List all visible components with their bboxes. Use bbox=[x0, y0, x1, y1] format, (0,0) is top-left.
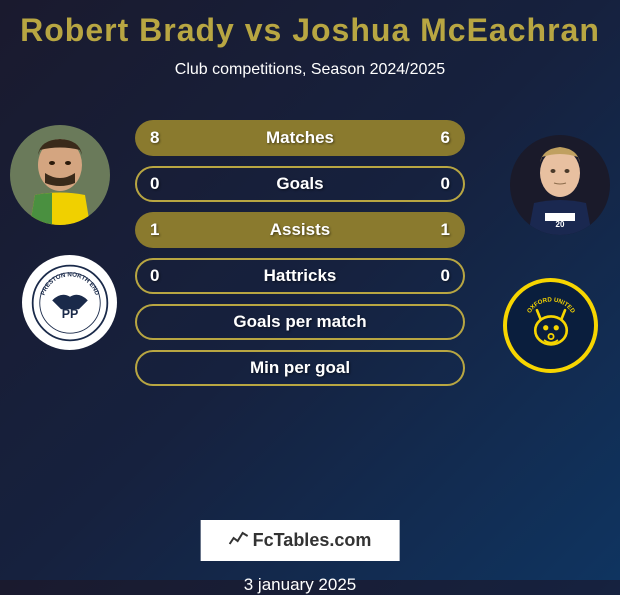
stat-value-right: 1 bbox=[441, 220, 450, 240]
player-right-photo: 20 bbox=[510, 135, 610, 235]
player-left-photo bbox=[10, 125, 110, 225]
stat-value-left: 1 bbox=[150, 220, 159, 240]
club-right-logo: OXFORD UNITED bbox=[503, 278, 598, 373]
club-left-logo: PRESTON NORTH END PP bbox=[22, 255, 117, 350]
stat-row-min-per-goal: Min per goal bbox=[135, 350, 465, 386]
stat-value-left: 0 bbox=[150, 266, 159, 286]
club-badge-icon: OXFORD UNITED bbox=[516, 291, 586, 361]
season-subtitle: Club competitions, Season 2024/2025 bbox=[0, 61, 620, 79]
stat-label: Goals per match bbox=[233, 312, 366, 332]
stat-label: Hattricks bbox=[264, 266, 337, 286]
stat-value-right: 0 bbox=[441, 174, 450, 194]
stat-row-goals: 0 Goals 0 bbox=[135, 166, 465, 202]
stat-row-assists: 1 Assists 1 bbox=[135, 212, 465, 248]
stat-value-right: 0 bbox=[441, 266, 450, 286]
source-watermark: FcTables.com bbox=[201, 520, 400, 561]
stat-row-matches: 8 Matches 6 bbox=[135, 120, 465, 156]
stat-label: Assists bbox=[270, 220, 330, 240]
comparison-date: 3 january 2025 bbox=[244, 575, 356, 595]
svg-text:20: 20 bbox=[556, 220, 565, 229]
svg-text:PRESTON NORTH END: PRESTON NORTH END bbox=[39, 271, 100, 297]
player-avatar-icon bbox=[10, 125, 110, 225]
comparison-title: Robert Brady vs Joshua McEachran bbox=[0, 0, 620, 49]
stat-label: Matches bbox=[266, 128, 334, 148]
player-avatar-icon: 20 bbox=[510, 135, 610, 235]
stat-label: Goals bbox=[276, 174, 323, 194]
club-badge-icon: PRESTON NORTH END PP bbox=[30, 263, 110, 343]
stat-value-left: 0 bbox=[150, 174, 159, 194]
stat-row-hattricks: 0 Hattricks 0 bbox=[135, 258, 465, 294]
stat-value-left: 8 bbox=[150, 128, 159, 148]
stat-row-goals-per-match: Goals per match bbox=[135, 304, 465, 340]
chart-icon bbox=[229, 530, 249, 551]
stat-label: Min per goal bbox=[250, 358, 350, 378]
stat-value-right: 6 bbox=[441, 128, 450, 148]
svg-text:PP: PP bbox=[61, 307, 78, 321]
watermark-text: FcTables.com bbox=[253, 530, 372, 551]
stats-container: 8 Matches 6 0 Goals 0 1 Assists 1 0 Hatt… bbox=[135, 120, 465, 396]
svg-text:OXFORD UNITED: OXFORD UNITED bbox=[525, 296, 576, 315]
